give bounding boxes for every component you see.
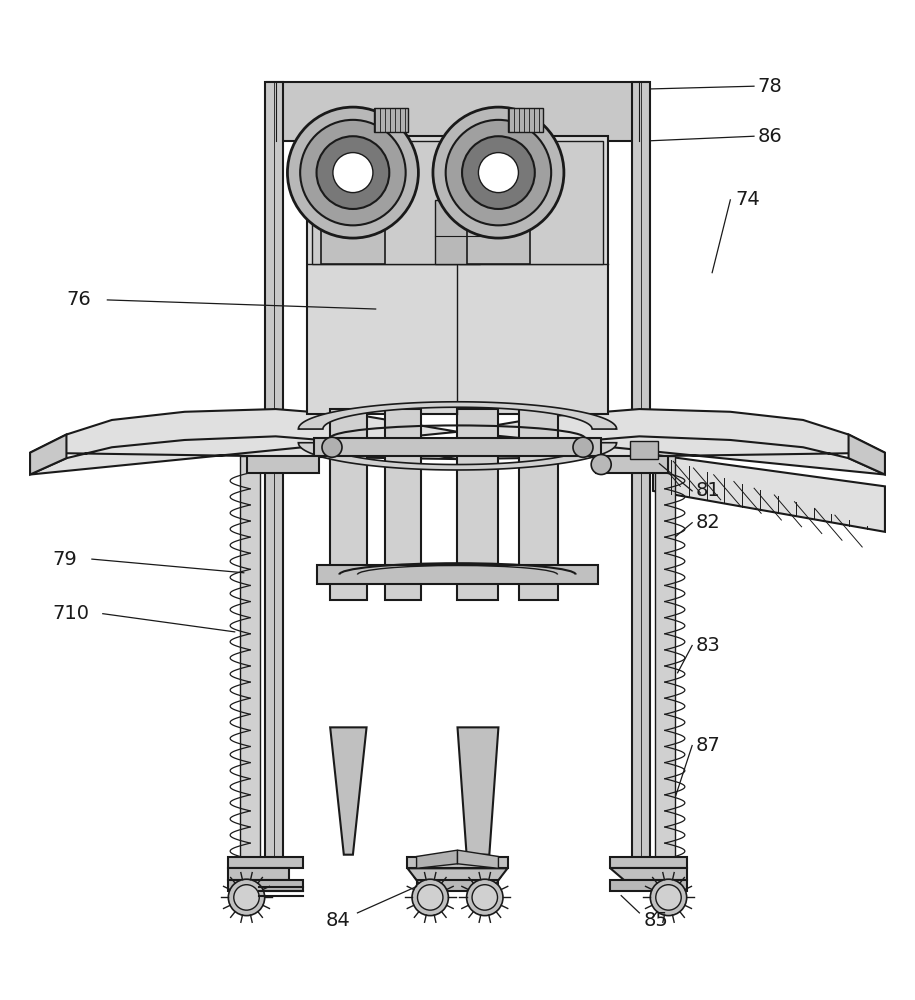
Polygon shape: [407, 868, 508, 880]
Circle shape: [300, 120, 405, 225]
Polygon shape: [653, 455, 885, 532]
Circle shape: [651, 879, 686, 916]
Polygon shape: [312, 141, 456, 264]
Polygon shape: [435, 200, 480, 264]
Polygon shape: [458, 727, 499, 855]
Circle shape: [472, 885, 498, 910]
Polygon shape: [298, 402, 617, 429]
Polygon shape: [298, 443, 617, 470]
Polygon shape: [264, 82, 283, 864]
Polygon shape: [229, 880, 303, 891]
Polygon shape: [632, 82, 651, 864]
Polygon shape: [610, 868, 686, 880]
Text: 78: 78: [758, 77, 782, 96]
Circle shape: [467, 879, 503, 916]
Polygon shape: [655, 456, 675, 877]
Polygon shape: [30, 435, 67, 475]
Polygon shape: [459, 141, 603, 264]
Polygon shape: [330, 409, 367, 600]
Polygon shape: [848, 435, 885, 475]
Text: 84: 84: [326, 911, 350, 930]
Polygon shape: [520, 409, 557, 600]
Polygon shape: [307, 136, 608, 414]
Polygon shape: [610, 880, 686, 891]
Polygon shape: [266, 82, 649, 141]
Text: 74: 74: [735, 190, 759, 209]
Text: 82: 82: [695, 513, 720, 532]
Circle shape: [462, 136, 534, 209]
Polygon shape: [467, 209, 531, 264]
Polygon shape: [229, 868, 289, 880]
Polygon shape: [314, 438, 601, 456]
Text: 81: 81: [695, 481, 720, 500]
Polygon shape: [416, 880, 499, 891]
Polygon shape: [407, 857, 508, 868]
Circle shape: [317, 136, 389, 209]
Circle shape: [479, 153, 519, 193]
Polygon shape: [458, 409, 885, 475]
Polygon shape: [416, 850, 458, 868]
Circle shape: [591, 455, 611, 475]
Polygon shape: [240, 456, 260, 877]
Polygon shape: [321, 209, 384, 264]
Circle shape: [446, 120, 551, 225]
Circle shape: [412, 879, 448, 916]
Text: 83: 83: [695, 636, 720, 655]
Circle shape: [322, 437, 342, 457]
Circle shape: [417, 885, 443, 910]
Text: 79: 79: [53, 550, 78, 569]
Text: 86: 86: [758, 127, 782, 146]
Polygon shape: [229, 857, 303, 868]
Text: 710: 710: [53, 604, 90, 623]
Circle shape: [573, 437, 593, 457]
Bar: [509, 108, 543, 132]
Text: 85: 85: [644, 911, 669, 930]
Polygon shape: [458, 409, 499, 600]
Circle shape: [433, 107, 564, 238]
Bar: [374, 108, 408, 132]
Text: 87: 87: [695, 736, 720, 755]
Polygon shape: [246, 456, 319, 473]
Circle shape: [233, 885, 259, 910]
Polygon shape: [317, 565, 598, 584]
Polygon shape: [610, 857, 686, 868]
Polygon shape: [330, 727, 367, 855]
Circle shape: [287, 107, 418, 238]
Text: 76: 76: [67, 290, 92, 309]
Polygon shape: [596, 456, 669, 473]
Circle shape: [229, 879, 264, 916]
Circle shape: [656, 885, 682, 910]
Circle shape: [333, 153, 373, 193]
Polygon shape: [458, 850, 499, 868]
Polygon shape: [630, 441, 658, 459]
Polygon shape: [30, 409, 457, 475]
Polygon shape: [384, 409, 421, 600]
